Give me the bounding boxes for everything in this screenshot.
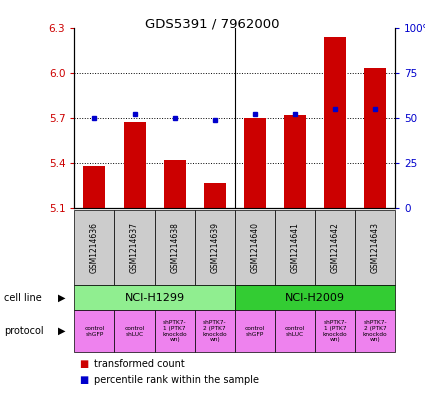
Text: control
shGFP: control shGFP xyxy=(245,326,265,336)
Text: cell line: cell line xyxy=(4,293,42,303)
Text: control
shGFP: control shGFP xyxy=(84,326,105,336)
Bar xyxy=(83,166,105,208)
Text: shPTK7-
1 (PTK7
knockdo
wn): shPTK7- 1 (PTK7 knockdo wn) xyxy=(162,320,187,342)
Text: ■: ■ xyxy=(79,375,88,385)
Text: shPTK7-
2 (PTK7
knockdo
wn): shPTK7- 2 (PTK7 knockdo wn) xyxy=(202,320,227,342)
Text: ▶: ▶ xyxy=(58,326,65,336)
Bar xyxy=(124,122,146,208)
Text: GSM1214637: GSM1214637 xyxy=(130,222,139,273)
Text: GSM1214639: GSM1214639 xyxy=(210,222,219,273)
Bar xyxy=(244,118,266,208)
Text: NCI-H1299: NCI-H1299 xyxy=(125,293,184,303)
Bar xyxy=(324,37,346,208)
Text: GSM1214641: GSM1214641 xyxy=(290,222,300,273)
Text: GSM1214636: GSM1214636 xyxy=(90,222,99,273)
Text: GDS5391 / 7962000: GDS5391 / 7962000 xyxy=(145,18,280,31)
Bar xyxy=(284,115,306,208)
Text: control
shLUC: control shLUC xyxy=(125,326,144,336)
Text: shPTK7-
1 (PTK7
knockdo
wn): shPTK7- 1 (PTK7 knockdo wn) xyxy=(323,320,347,342)
Text: GSM1214643: GSM1214643 xyxy=(371,222,380,273)
Bar xyxy=(204,183,226,208)
Text: protocol: protocol xyxy=(4,326,44,336)
Bar xyxy=(364,68,386,208)
Text: percentile rank within the sample: percentile rank within the sample xyxy=(94,375,258,385)
Text: GSM1214638: GSM1214638 xyxy=(170,222,179,273)
Text: transformed count: transformed count xyxy=(94,359,184,369)
Text: control
shLUC: control shLUC xyxy=(285,326,305,336)
Text: ■: ■ xyxy=(79,359,88,369)
Text: ▶: ▶ xyxy=(58,293,65,303)
Bar xyxy=(164,160,186,208)
Text: shPTK7-
2 (PTK7
knockdo
wn): shPTK7- 2 (PTK7 knockdo wn) xyxy=(363,320,388,342)
Text: NCI-H2009: NCI-H2009 xyxy=(285,293,345,303)
Text: GSM1214640: GSM1214640 xyxy=(250,222,259,273)
Text: GSM1214642: GSM1214642 xyxy=(331,222,340,273)
